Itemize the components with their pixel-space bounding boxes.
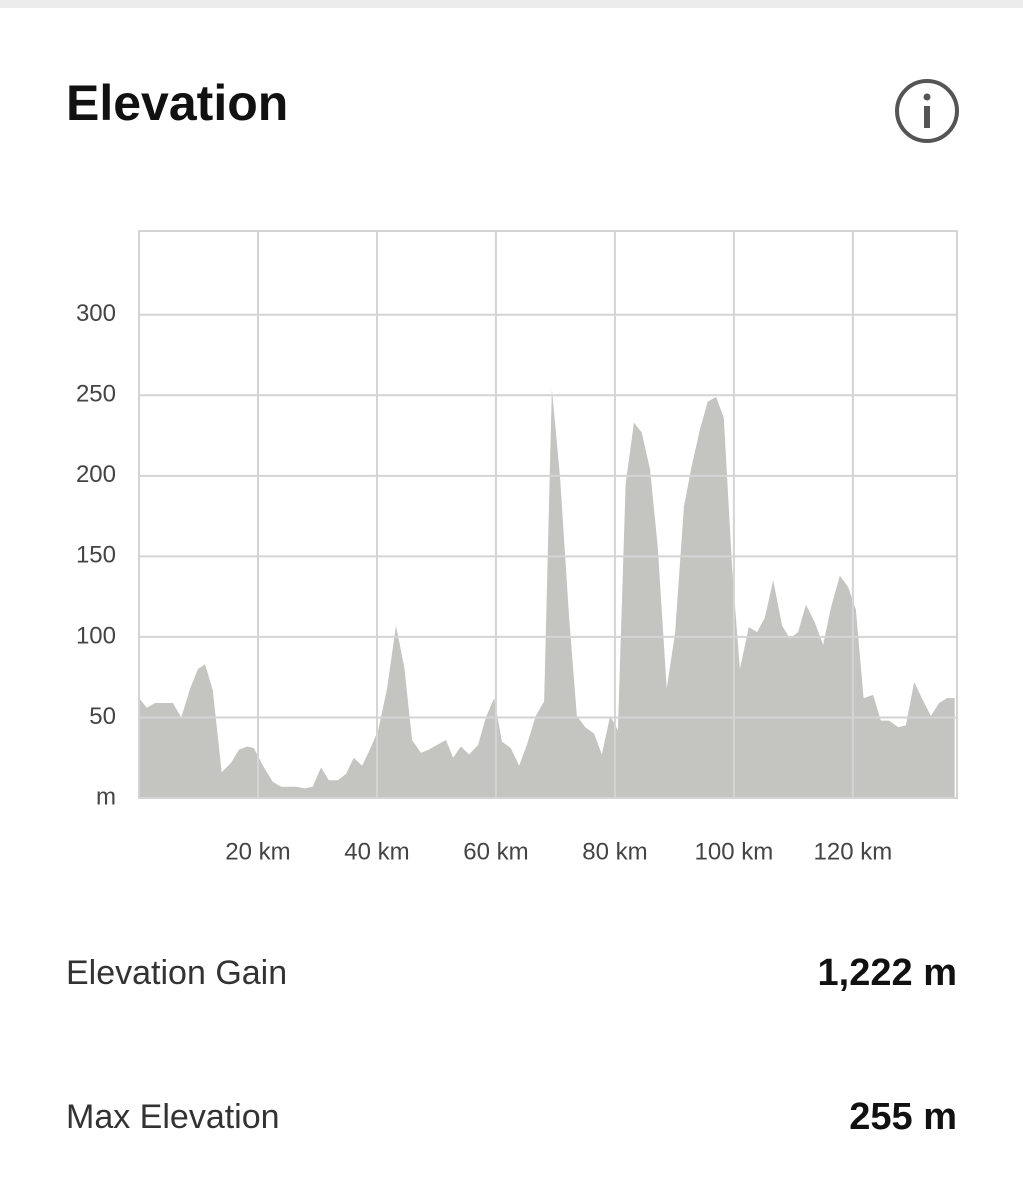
card-title: Elevation	[66, 75, 288, 131]
stat-value: 255 m	[849, 1096, 957, 1138]
y-tick-label: m	[96, 783, 116, 810]
x-tick-label: 60 km	[463, 838, 528, 865]
stat-value: 1,222 m	[818, 952, 957, 994]
y-tick-label: 100	[76, 622, 116, 649]
info-button[interactable]	[895, 79, 959, 143]
x-tick-label: 100 km	[695, 838, 774, 865]
elevation-area	[139, 388, 955, 798]
plot-frame	[138, 230, 958, 799]
x-tick-label: 20 km	[225, 838, 290, 865]
y-tick-label: 150	[76, 542, 116, 569]
stat-label: Max Elevation	[66, 1098, 280, 1136]
y-tick-label: 50	[89, 703, 116, 730]
top-bar	[0, 0, 1023, 8]
x-tick-label: 120 km	[814, 838, 893, 865]
y-tick-label: 250	[76, 381, 116, 408]
x-tick-label: 40 km	[344, 838, 409, 865]
y-tick-label: 300	[76, 300, 116, 327]
stats: Elevation Gain 1,222 m Max Elevation 255 m	[66, 952, 957, 1138]
chart: m 50 100 150 200 250 300 20 km 40 km 60 km 80 km 10…	[76, 231, 957, 865]
x-tick-label: 80 km	[582, 838, 647, 865]
stat-label: Elevation Gain	[66, 954, 287, 992]
y-tick-label: 200	[76, 461, 116, 488]
